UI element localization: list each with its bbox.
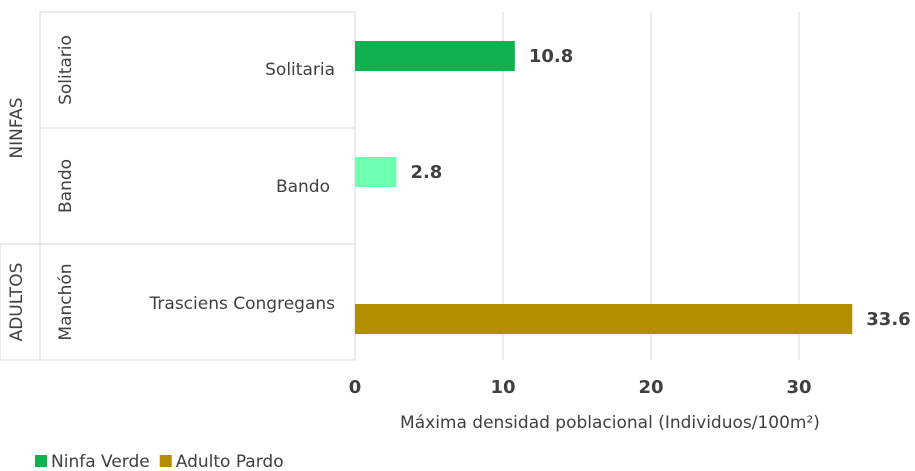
legend-swatch — [159, 455, 172, 467]
legend-label: Ninfa Verde — [51, 452, 150, 471]
group-label: Solitario — [56, 35, 76, 105]
x-tick-label: 20 — [638, 377, 663, 398]
data-label: 10.8 — [529, 46, 573, 67]
x-tick-label: 30 — [786, 377, 811, 398]
top-group-label: ADULTOS — [7, 263, 27, 342]
data-label: 2.8 — [410, 162, 442, 183]
category-label: Bando — [276, 177, 330, 197]
category-label: Solitaria — [265, 60, 335, 80]
x-tick-label: 0 — [349, 377, 362, 398]
group-label: Manchón — [56, 263, 76, 340]
x-axis-label: Máxima densidad poblacional (Individuos/… — [400, 413, 820, 433]
legend-label: Adulto Pardo — [176, 452, 284, 471]
group-label: Bando — [56, 159, 76, 213]
bar — [355, 157, 397, 187]
legend-swatch — [35, 455, 47, 467]
bar — [355, 304, 853, 334]
data-label: 33.6 — [866, 309, 910, 330]
top-group-label: NINFAS — [7, 97, 27, 158]
category-label: Trasciens Congregans — [149, 294, 336, 314]
bar — [355, 41, 515, 71]
x-tick-label: 10 — [490, 377, 515, 398]
